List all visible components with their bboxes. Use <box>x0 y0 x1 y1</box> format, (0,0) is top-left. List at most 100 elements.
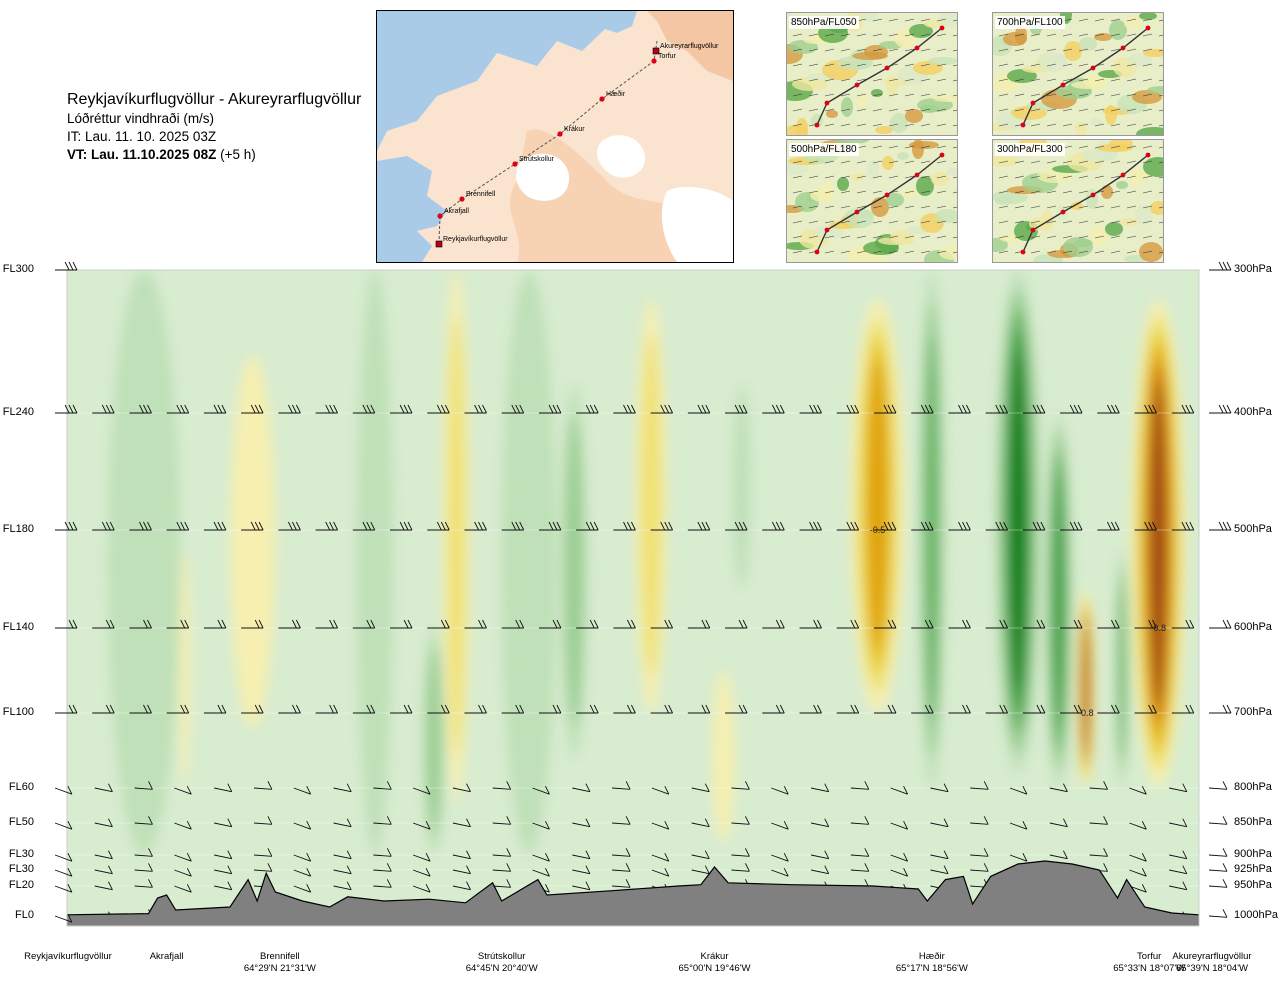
wind-barb-shaft <box>54 822 73 830</box>
mini-barb <box>1094 33 1105 37</box>
wind-barb-feather <box>105 704 111 714</box>
mini-route-marker <box>914 45 920 51</box>
wind-barb-feather <box>1152 619 1157 629</box>
mini-barb <box>872 190 883 194</box>
wind-barb-feather <box>552 404 558 414</box>
wind-barb-feather <box>943 783 949 792</box>
wind-barb-feather <box>854 404 860 414</box>
wind-barb-shaft <box>492 822 511 825</box>
wind-barb-shaft <box>1049 822 1068 828</box>
wind-barb <box>691 865 710 875</box>
wind-barb-shaft <box>373 869 392 872</box>
wind-barb <box>1134 521 1157 531</box>
wind-barb <box>501 270 524 271</box>
wind-barb-feather <box>664 270 665 271</box>
wind-barb-feather <box>254 521 260 531</box>
wind-barb-feather <box>548 404 554 414</box>
wind-barb-shaft <box>850 787 869 790</box>
wind-barb <box>333 783 352 793</box>
wind-barb-feather <box>705 521 711 531</box>
map-glacier-1 <box>515 153 570 201</box>
wind-barb <box>1129 820 1147 830</box>
wind-barb <box>576 619 599 629</box>
wind-barb-feather <box>742 619 748 629</box>
wind-barb-feather <box>704 783 710 792</box>
wind-barb-feather <box>366 521 372 531</box>
wind-barb-feather <box>150 270 152 271</box>
wind-barb <box>1097 521 1120 531</box>
mini-barb <box>1030 250 1041 254</box>
wind-barb <box>948 521 971 531</box>
wind-barb-feather <box>1144 521 1150 531</box>
wind-barb-feather <box>1077 704 1083 714</box>
wind-barb <box>650 270 673 271</box>
wind-barb-shaft <box>691 822 710 828</box>
wind-barb-feather <box>67 883 73 893</box>
wind-barb-feather <box>920 521 926 531</box>
wind-barb-feather <box>101 404 107 414</box>
wind-barb-feather <box>824 865 830 874</box>
waypoint-coord-6: 65°33'N 18°07'W <box>1113 963 1186 974</box>
wind-barb <box>1089 816 1109 825</box>
mini-barb <box>1094 250 1105 254</box>
wind-barb-feather <box>148 879 153 888</box>
mini-barb <box>1078 175 1089 179</box>
wind-barb <box>970 863 989 872</box>
wind-barb-feather <box>366 270 367 271</box>
waypoint-name-5: Hæðir <box>918 951 945 962</box>
mini-map-500[interactable]: 500hPa/FL180 <box>786 139 958 263</box>
wind-barb-feather <box>411 270 412 271</box>
wind-barb-feather <box>585 404 591 414</box>
wind-barb <box>731 848 750 857</box>
heat-band-5-0 <box>230 355 276 728</box>
heat-feature-2 <box>1076 588 1095 789</box>
waypoint-label-1: Akrafjall <box>107 951 227 963</box>
wind-barb-shaft <box>373 822 392 825</box>
wind-barb-shaft <box>612 822 631 825</box>
wind-barb <box>532 820 550 830</box>
mini-map-850[interactable]: 850hPa/FL050 <box>786 12 958 136</box>
wind-barb-feather <box>1103 816 1109 825</box>
wind-barb-feather <box>544 785 550 795</box>
wind-barb-feather <box>701 404 707 414</box>
mini-barb <box>998 205 1009 209</box>
route-map[interactable]: Akureyrarflugvöllur Torfur Hæðir Krákur Strú… <box>376 10 734 263</box>
wind-barb <box>572 865 591 875</box>
mini-barb <box>872 220 883 224</box>
mini-barb <box>952 49 957 52</box>
wind-barb <box>55 521 78 531</box>
mini-barb <box>998 93 1009 97</box>
wind-barb-feather <box>105 404 111 414</box>
wind-barb <box>1169 865 1188 875</box>
wind-barb-shaft <box>293 854 311 862</box>
wind-barb-feather <box>585 783 591 792</box>
wind-barb <box>576 270 599 271</box>
mini-barb <box>1030 175 1041 179</box>
wind-barb-shaft <box>54 915 73 923</box>
wind-barb-feather <box>593 521 599 531</box>
wind-barb-feather <box>407 404 413 414</box>
mini-barb <box>1158 109 1163 112</box>
wind-barb <box>253 863 273 872</box>
map-airport-marker-7 <box>435 240 443 248</box>
wind-barb <box>166 704 190 714</box>
wind-barb-shaft <box>1129 787 1147 795</box>
mini-barb <box>1062 48 1073 52</box>
mini-barb <box>936 78 947 82</box>
wind-barb-feather <box>850 404 856 414</box>
wind-barb-feather <box>999 619 1005 629</box>
wind-barb-feather <box>924 521 930 531</box>
wind-barb-feather <box>258 270 260 271</box>
mini-route-marker <box>1030 100 1036 106</box>
wind-barb <box>94 850 113 860</box>
mini-barb <box>1110 63 1121 67</box>
wind-barb-feather <box>775 619 781 629</box>
mini-blob <box>1135 205 1153 225</box>
wind-barb-feather <box>854 619 860 629</box>
mini-map-700[interactable]: 700hPa/FL100 <box>992 12 1164 136</box>
mini-barb <box>1094 220 1105 224</box>
wind-barb <box>930 865 949 875</box>
mini-map-300[interactable]: 300hPa/FL300 <box>992 139 1164 263</box>
mini-barb <box>808 108 819 112</box>
mini-barb <box>920 190 931 194</box>
